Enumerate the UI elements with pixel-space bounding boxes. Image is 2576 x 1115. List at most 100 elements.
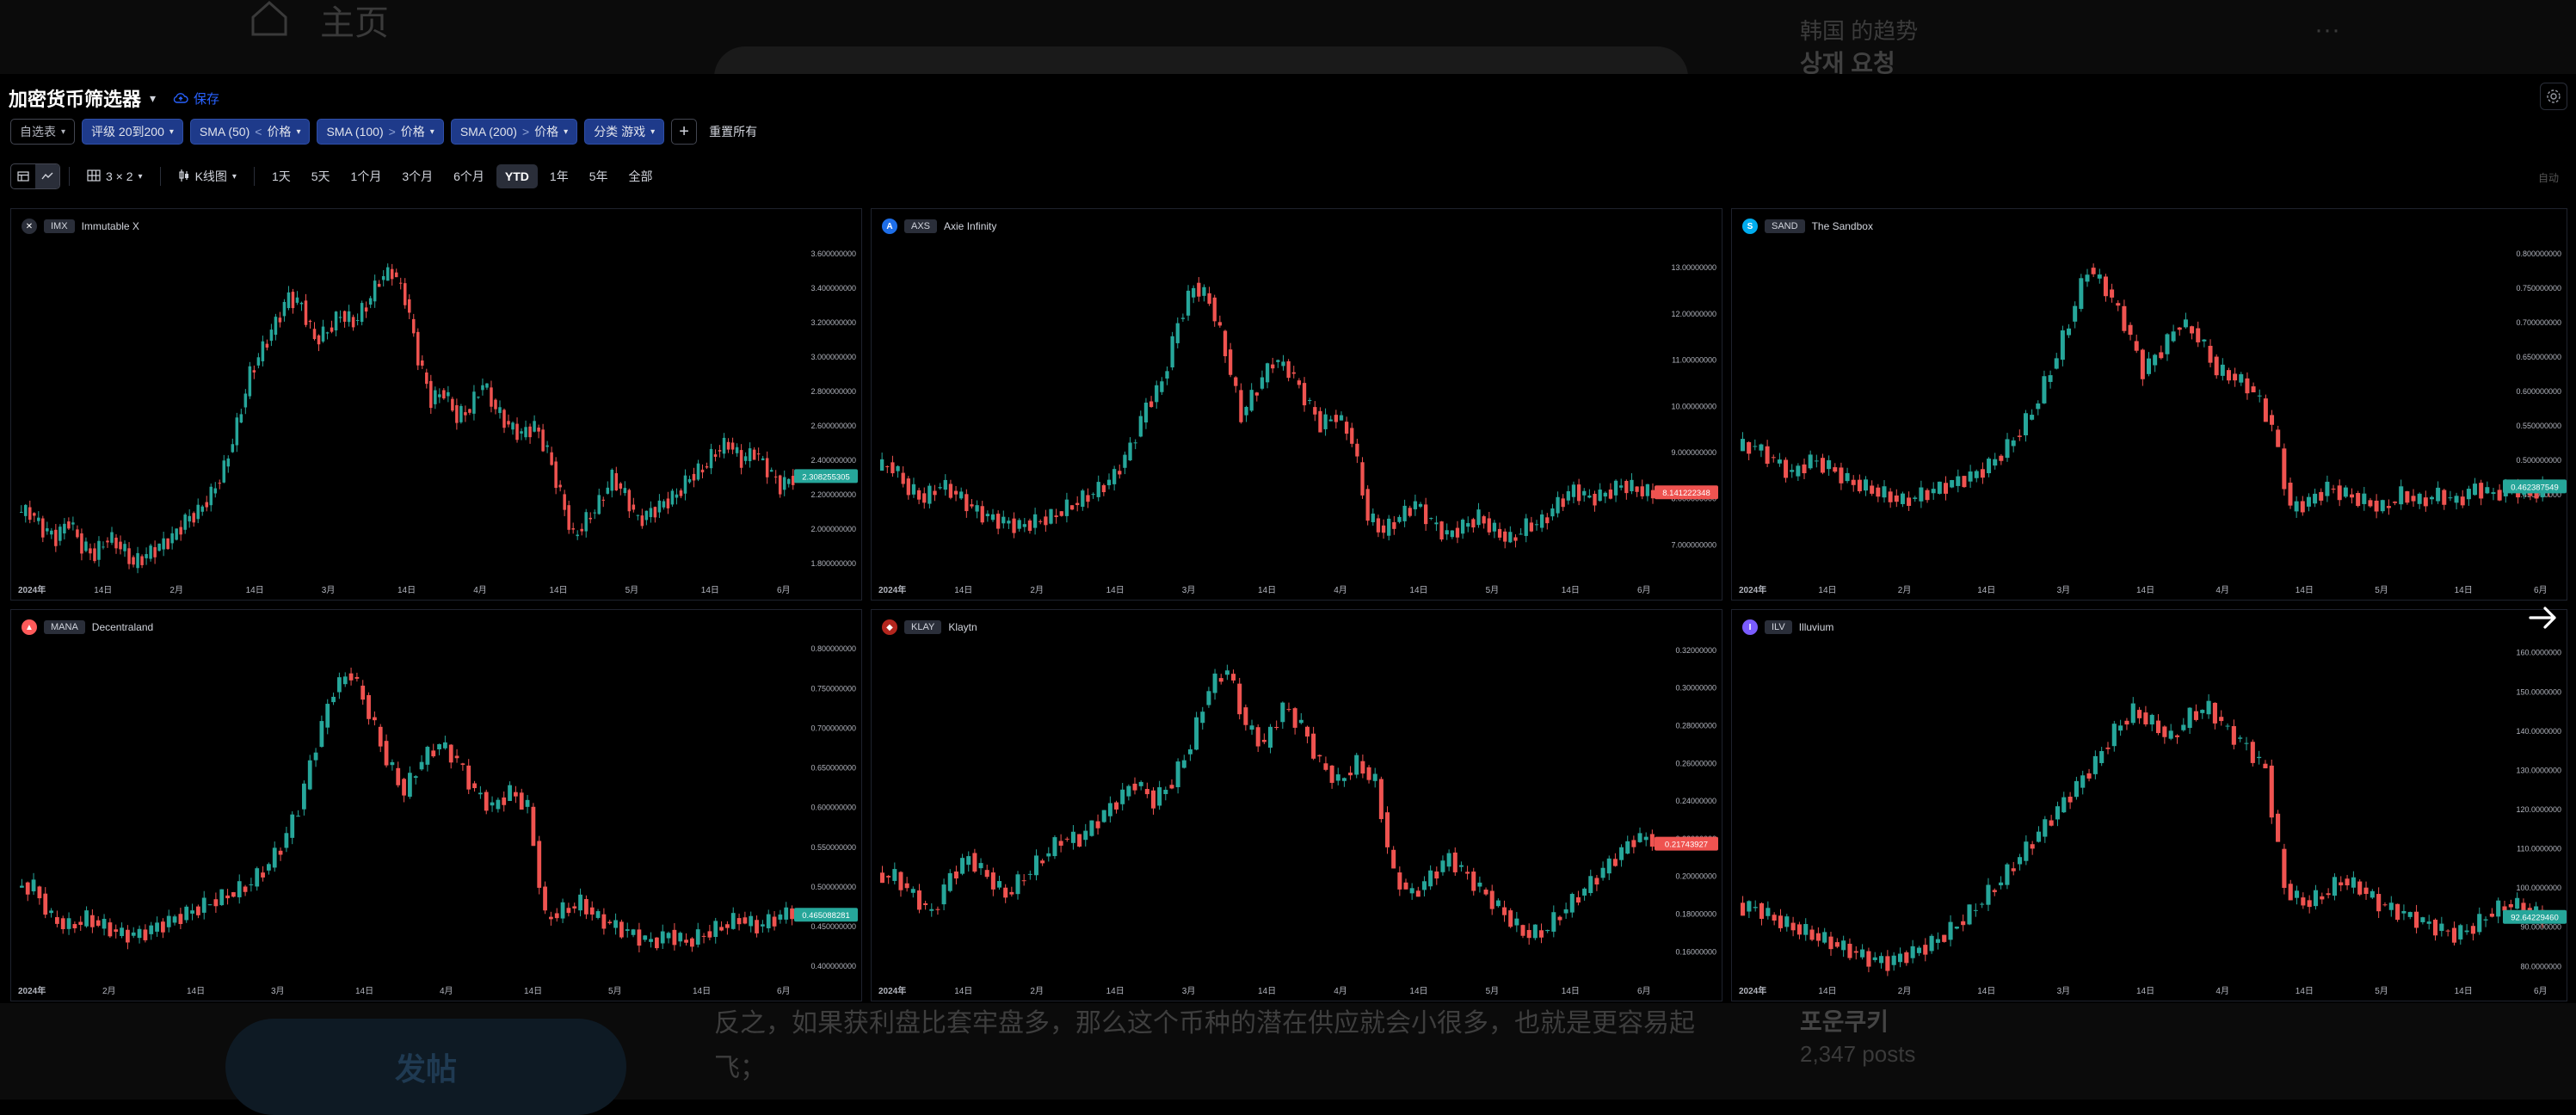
range-button[interactable]: 3个月: [402, 169, 434, 183]
candle-body: [1186, 290, 1191, 316]
candle-down: [1828, 932, 1833, 956]
plus-icon[interactable]: +: [671, 119, 698, 145]
candle-up: [631, 928, 636, 938]
chart-panel-imx[interactable]: 3.600000000 3.400000000 3.200000000 3.00000…: [10, 208, 862, 601]
chart-type-selector[interactable]: K线图 ▾: [169, 164, 245, 188]
chart-panel-klay[interactable]: 0.32000000 0.30000000 0.28000000 0.26000000…: [871, 609, 1722, 1001]
candle-body: [377, 283, 381, 287]
ticker-badge: SAND: [1765, 219, 1805, 233]
candle-body: [1948, 921, 1953, 940]
candle-body: [2288, 483, 2293, 506]
range-button[interactable]: 1个月: [350, 169, 382, 183]
save-button[interactable]: 保存: [173, 89, 219, 108]
chart-panel-ilv[interactable]: 160.0000000 150.0000000 140.0000000 130.000…: [1731, 609, 2567, 1001]
candle-body: [1784, 916, 1790, 927]
reset-all-button[interactable]: 重置所有: [709, 125, 758, 139]
arrow-right-icon[interactable]: [2526, 601, 2561, 635]
chart-panel-mana[interactable]: 0.800000000 0.750000000 0.700000000 0.65000…: [10, 609, 862, 1001]
post-button[interactable]: 发帖: [225, 1019, 626, 1115]
candle-body: [2370, 890, 2375, 898]
candle-body: [769, 470, 773, 472]
chart-panel-axs[interactable]: 13.00000000 12.00000000 11.00000000 10.0000…: [871, 208, 1722, 601]
category-label: 分类 游戏: [594, 125, 646, 139]
candle-down: [1820, 453, 1825, 475]
candle-up: [1458, 861, 1464, 872]
candle-body: [1747, 441, 1752, 454]
candle-body: [76, 529, 79, 538]
candle-down: [1243, 704, 1248, 731]
candle-body: [687, 478, 692, 483]
rank-filter[interactable]: 评级 20到200 ▾: [82, 119, 183, 145]
candle-up: [1993, 453, 1998, 470]
chart-panel-sand[interactable]: 0.800000000 0.750000000 0.700000000 0.65000…: [1731, 208, 2567, 601]
cloud-save-icon: [173, 92, 188, 104]
candle-body: [1771, 457, 1776, 459]
candle-body: [662, 501, 666, 508]
settings-icon[interactable]: [2540, 83, 2567, 110]
more-icon[interactable]: ···: [2314, 15, 2340, 44]
auto-scale-toggle[interactable]: 自动: [2537, 172, 2559, 184]
candle-body: [959, 491, 964, 499]
candle-body: [1916, 947, 1922, 953]
candle-up: [97, 536, 101, 567]
candle-down: [1197, 277, 1201, 302]
sma50-filter[interactable]: SMA (50) < 价格 ▾: [189, 119, 311, 145]
range-button[interactable]: 6个月: [453, 169, 484, 183]
candle-down: [1318, 407, 1322, 433]
candle-up: [545, 440, 549, 453]
candle-down: [72, 921, 77, 933]
candle-body: [1439, 521, 1444, 540]
x-tick-label: 6月: [777, 585, 791, 595]
trend-item-bottom[interactable]: 포운쿠키: [1800, 1008, 1889, 1035]
candle-body: [2055, 806, 2061, 820]
x-tick-label: 5月: [608, 986, 622, 996]
chevron-down-icon[interactable]: ▾: [150, 90, 157, 105]
range-button[interactable]: 1天: [271, 169, 291, 183]
candle-up: [1540, 509, 1544, 533]
candle-body: [613, 920, 618, 928]
candle-body: [378, 726, 383, 747]
candle-down: [416, 328, 420, 371]
candle-up: [1872, 952, 1877, 963]
watchlist-filter[interactable]: 自选表 ▾: [10, 119, 76, 145]
candle-body: [601, 914, 607, 929]
range-button[interactable]: YTD: [496, 164, 538, 188]
candle-body: [1974, 471, 1979, 478]
candle-body: [1944, 483, 1949, 494]
sma100-filter[interactable]: SMA (100) > 价格 ▾: [317, 119, 444, 145]
y-tick-label: 0.650000000: [810, 764, 856, 773]
y-tick-label: 0.30000000: [1675, 684, 1716, 693]
range-button[interactable]: 1年: [549, 169, 569, 183]
range-button[interactable]: 5天: [311, 169, 330, 183]
candle-body: [43, 893, 48, 915]
candle-down: [1261, 733, 1266, 744]
candle-down: [2497, 484, 2502, 502]
candle-up: [1466, 516, 1470, 533]
screener-title[interactable]: 加密货币筛选器: [9, 89, 142, 110]
candle-body: [761, 458, 765, 461]
chart-view-icon[interactable]: [35, 164, 59, 188]
candle-body: [421, 360, 424, 367]
candle-body: [2269, 765, 2274, 818]
candle-down: [2263, 760, 2268, 769]
home-nav[interactable]: 主页: [250, 0, 389, 45]
candle-up: [2085, 268, 2090, 287]
sma200-filter[interactable]: SMA (200) > 价格 ▾: [450, 119, 578, 145]
candle-body: [2068, 797, 2073, 803]
candle-body: [2005, 439, 2010, 459]
candle-body: [2405, 491, 2410, 503]
candle-body: [37, 517, 40, 521]
candle-up: [1187, 744, 1192, 761]
trend-item[interactable]: 상재 요청: [1800, 50, 1895, 77]
candle-up: [287, 286, 291, 311]
layout-selector[interactable]: 3 × 2 ▾: [78, 164, 151, 188]
table-view-icon[interactable]: [11, 164, 35, 188]
candle-body: [660, 931, 665, 944]
candle-body: [1907, 497, 1912, 507]
candle-body: [2470, 926, 2475, 934]
candle-body: [1741, 439, 1746, 452]
range-button[interactable]: 全部: [628, 169, 653, 183]
category-filter[interactable]: 分类 游戏 ▾: [584, 119, 665, 145]
range-button[interactable]: 5年: [589, 169, 608, 183]
candle-body: [2193, 711, 2199, 720]
